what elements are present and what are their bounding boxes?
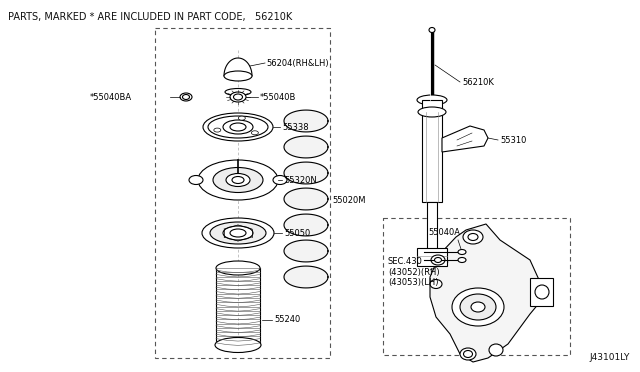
Text: 55050: 55050 xyxy=(284,228,310,237)
Ellipse shape xyxy=(198,160,278,200)
Polygon shape xyxy=(530,278,553,306)
Ellipse shape xyxy=(203,113,273,141)
Ellipse shape xyxy=(463,350,472,357)
Polygon shape xyxy=(284,136,328,158)
Ellipse shape xyxy=(182,94,189,99)
Ellipse shape xyxy=(225,89,251,96)
Bar xyxy=(417,248,447,266)
Ellipse shape xyxy=(180,93,192,101)
Polygon shape xyxy=(284,266,328,288)
Ellipse shape xyxy=(215,337,261,353)
Ellipse shape xyxy=(463,230,483,244)
Ellipse shape xyxy=(226,173,250,186)
Ellipse shape xyxy=(224,71,252,81)
Polygon shape xyxy=(284,110,328,132)
Text: 55338: 55338 xyxy=(282,122,308,131)
Ellipse shape xyxy=(460,294,496,320)
Bar xyxy=(427,202,437,252)
Text: *55040B: *55040B xyxy=(260,93,296,102)
Ellipse shape xyxy=(435,257,442,263)
Polygon shape xyxy=(284,188,328,210)
Ellipse shape xyxy=(238,116,245,120)
Bar xyxy=(383,218,570,355)
Text: 55040A: 55040A xyxy=(428,228,460,237)
Polygon shape xyxy=(284,162,328,184)
Ellipse shape xyxy=(223,226,253,240)
Text: J43101LY: J43101LY xyxy=(589,353,630,362)
Ellipse shape xyxy=(210,222,266,244)
Text: 55240: 55240 xyxy=(274,315,300,324)
Ellipse shape xyxy=(489,344,503,356)
Text: (43052)(RH): (43052)(RH) xyxy=(388,267,440,276)
Text: 56210K: 56210K xyxy=(462,77,494,87)
Ellipse shape xyxy=(252,131,259,135)
Ellipse shape xyxy=(429,28,435,32)
Polygon shape xyxy=(284,214,328,236)
Polygon shape xyxy=(224,58,252,76)
Ellipse shape xyxy=(230,123,246,131)
Ellipse shape xyxy=(223,120,253,134)
Ellipse shape xyxy=(213,167,263,192)
Text: (43053)(LH): (43053)(LH) xyxy=(388,278,438,286)
Ellipse shape xyxy=(208,116,268,138)
Text: 55310: 55310 xyxy=(500,135,526,144)
Ellipse shape xyxy=(418,107,446,117)
Text: 55020M: 55020M xyxy=(332,196,365,205)
Ellipse shape xyxy=(458,250,466,254)
Ellipse shape xyxy=(458,257,466,263)
Ellipse shape xyxy=(535,285,549,299)
Bar xyxy=(422,112,442,202)
Ellipse shape xyxy=(460,348,476,360)
Bar xyxy=(155,28,330,358)
Text: 56204(RH&LH): 56204(RH&LH) xyxy=(266,58,328,67)
Polygon shape xyxy=(430,224,540,362)
Ellipse shape xyxy=(230,229,246,237)
Ellipse shape xyxy=(452,288,504,326)
Ellipse shape xyxy=(232,176,244,183)
Text: SEC.430: SEC.430 xyxy=(388,257,423,266)
Ellipse shape xyxy=(471,302,485,312)
Ellipse shape xyxy=(431,255,445,265)
Bar xyxy=(422,100,442,112)
Ellipse shape xyxy=(273,176,287,185)
Ellipse shape xyxy=(230,92,246,102)
Ellipse shape xyxy=(214,128,221,132)
Polygon shape xyxy=(284,240,328,262)
Ellipse shape xyxy=(189,176,203,185)
Ellipse shape xyxy=(234,94,243,100)
Ellipse shape xyxy=(417,95,447,105)
Ellipse shape xyxy=(430,279,442,289)
Ellipse shape xyxy=(202,218,274,248)
Ellipse shape xyxy=(468,234,478,241)
Text: 55320N: 55320N xyxy=(284,176,317,185)
Text: *55040BA: *55040BA xyxy=(90,93,132,102)
Ellipse shape xyxy=(216,261,260,275)
Polygon shape xyxy=(442,126,488,152)
Text: PARTS, MARKED * ARE INCLUDED IN PART CODE,   56210K: PARTS, MARKED * ARE INCLUDED IN PART COD… xyxy=(8,12,292,22)
